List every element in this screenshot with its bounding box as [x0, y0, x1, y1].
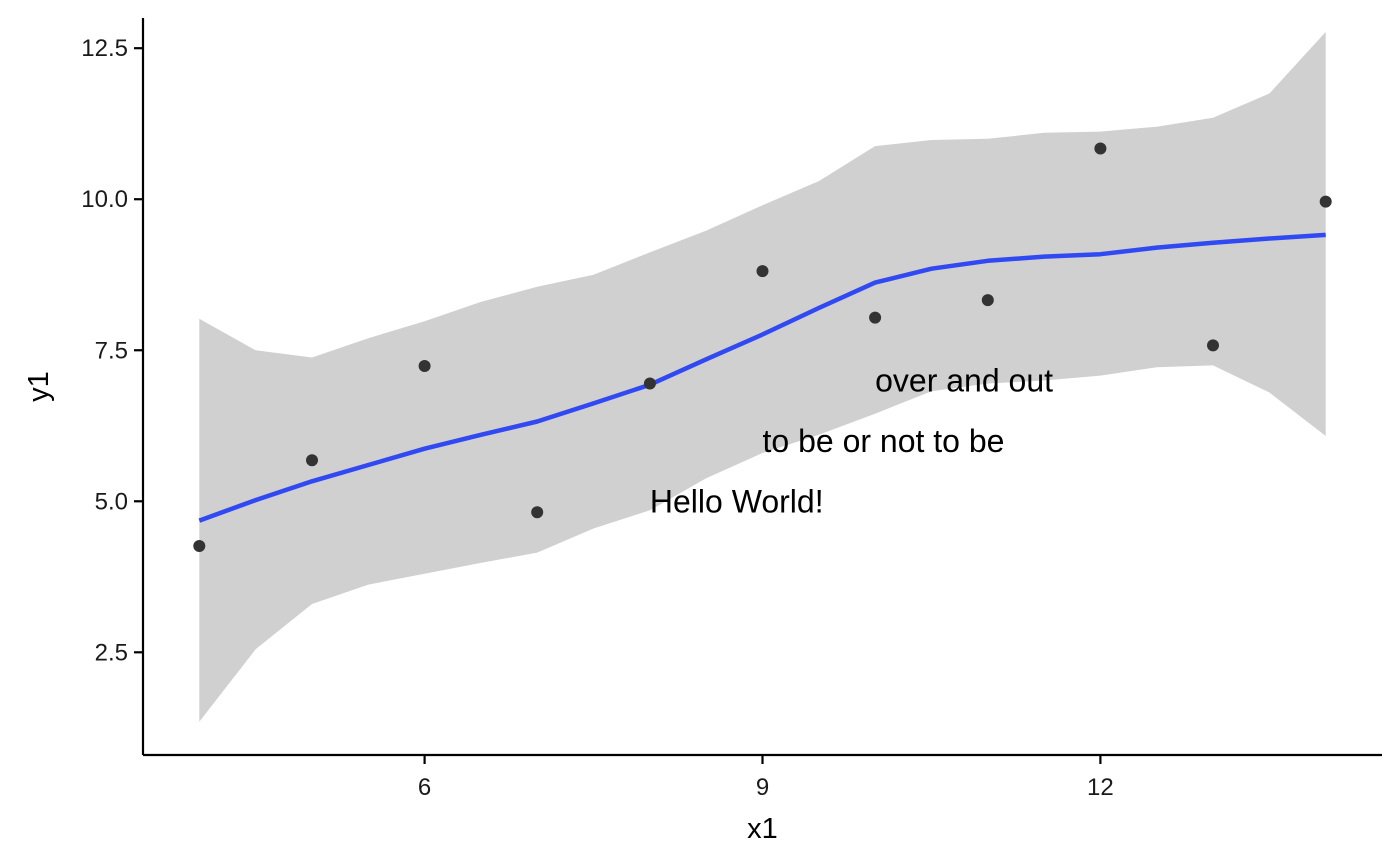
annotation-text: to be or not to be [763, 423, 1005, 459]
annotation-text: Hello World! [650, 483, 824, 519]
y-tick-label: 7.5 [95, 337, 128, 364]
y-tick-label: 2.5 [95, 639, 128, 666]
data-point [531, 506, 544, 519]
confidence-band [199, 31, 1326, 722]
annotations-layer: Hello World! to be or not to be over and o… [650, 363, 1053, 520]
annotation-text: over and out [875, 363, 1053, 399]
x-axis-title: x1 [747, 813, 778, 845]
smooth-line [198, 232, 1326, 523]
data-point [1207, 339, 1219, 352]
points-layer [193, 142, 1332, 552]
data-point [1319, 195, 1332, 208]
data-point [869, 311, 882, 324]
y-tick-label: 5.0 [95, 488, 128, 515]
y-ticks: 2.5 5.0 7.5 10.0 12.5 [81, 35, 143, 666]
y-tick-label: 12.5 [81, 35, 128, 62]
x-tick-label: 12 [1087, 774, 1114, 801]
smooth-line-layer [198, 232, 1326, 523]
y-tick-label: 10.0 [81, 186, 128, 213]
x-ticks: 6 9 12 [418, 755, 1114, 801]
data-point [756, 265, 769, 278]
data-point [643, 377, 656, 390]
data-point [981, 294, 994, 307]
confidence-band-layer [199, 31, 1326, 722]
x-tick-label: 9 [756, 774, 769, 801]
y-axis-title: y1 [23, 371, 55, 402]
data-point [306, 454, 318, 467]
x-tick-label: 6 [418, 774, 431, 801]
data-point [1094, 142, 1107, 155]
data-point [418, 360, 431, 372]
data-point [193, 540, 206, 552]
